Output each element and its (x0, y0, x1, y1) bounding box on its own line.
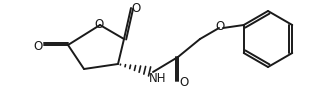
Text: O: O (215, 19, 225, 32)
Text: O: O (94, 18, 104, 31)
Text: O: O (179, 76, 189, 89)
Text: NH: NH (149, 71, 167, 84)
Text: O: O (131, 1, 141, 14)
Text: O: O (33, 39, 43, 52)
